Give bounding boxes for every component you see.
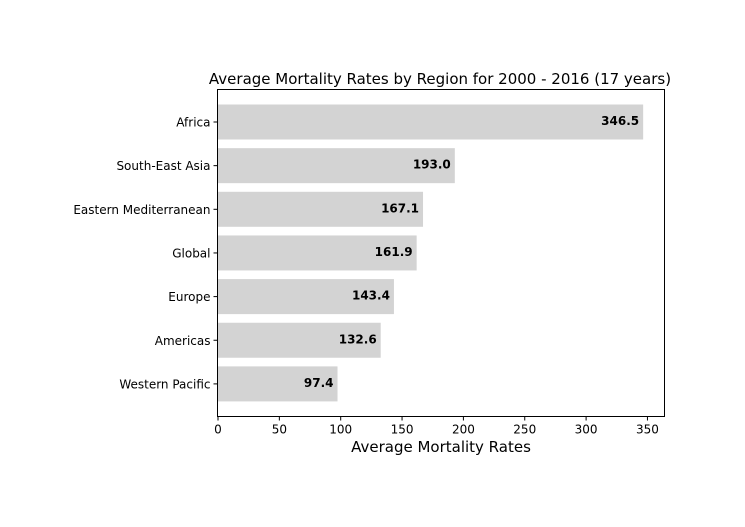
y-tick-labels: Africa South-East Asia Eastern Mediterrane…	[73, 116, 218, 391]
data-label: 132.6	[339, 332, 377, 346]
y-tick-label: Africa	[176, 116, 210, 130]
bar-europe	[218, 279, 394, 315]
data-labels-group: 346.5 193.0 167.1 161.9 143.4 132.6 97.4	[304, 114, 639, 390]
x-tick-label: 350	[636, 423, 659, 437]
data-label: 161.9	[375, 245, 413, 259]
bar-western-pacific	[218, 366, 338, 402]
data-label: 97.4	[304, 376, 334, 390]
bar-global	[218, 235, 417, 271]
x-tick-label: 250	[513, 423, 536, 437]
x-tick-label: 100	[329, 423, 352, 437]
y-tick-label: Americas	[155, 334, 211, 348]
x-axis-label: Average Mortality Rates	[351, 438, 531, 456]
chart-title: Average Mortality Rates by Region for 20…	[209, 70, 671, 88]
bar-africa	[218, 104, 644, 140]
y-tick-label: Global	[172, 246, 210, 260]
x-tick-label: 0	[214, 423, 222, 437]
bars-group	[218, 104, 644, 402]
y-tick-label: Western Pacific	[119, 377, 210, 391]
bar-south-east-asia	[218, 148, 455, 184]
x-tick-label: 300	[575, 423, 598, 437]
y-tick-label: Eastern Mediterranean	[73, 203, 210, 217]
x-axis-ticks: 0 50 100 150 200 250 300 350	[214, 416, 659, 437]
data-label: 143.4	[352, 289, 390, 303]
data-label: 193.0	[413, 158, 451, 172]
y-tick-label: South-East Asia	[116, 159, 210, 173]
y-tick-label: Europe	[168, 290, 210, 304]
data-label: 346.5	[601, 114, 639, 128]
bar-eastern-mediterranean	[218, 191, 424, 227]
x-tick-label: 200	[452, 423, 475, 437]
plot-frame	[217, 89, 665, 417]
data-label: 167.1	[381, 201, 419, 215]
x-tick-label: 150	[391, 423, 414, 437]
bar-americas	[218, 322, 381, 358]
x-tick-label: 50	[272, 423, 287, 437]
